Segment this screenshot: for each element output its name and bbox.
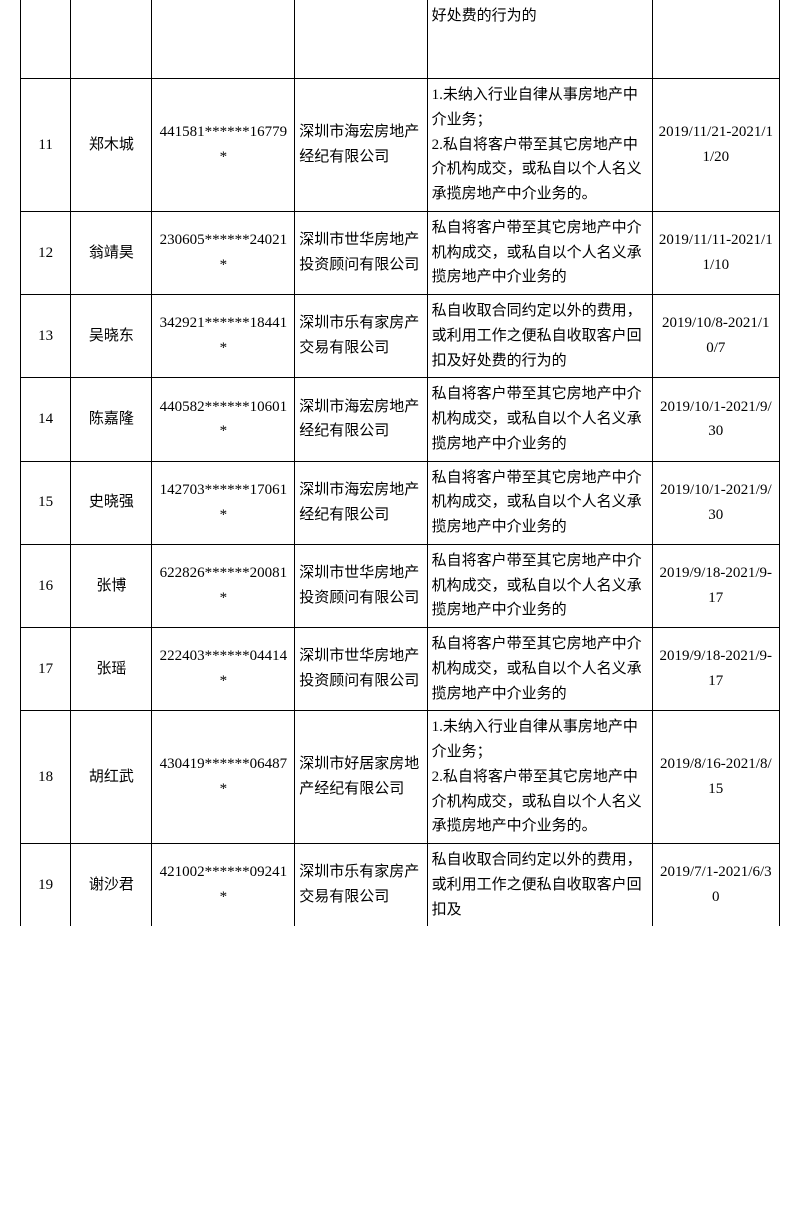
cell-date: 2019/9/18-2021/9-17: [652, 628, 779, 711]
cell-id: 441581******16779*: [152, 79, 295, 212]
table-row: 11郑木城441581******16779*深圳市海宏房地产经纪有限公司1.未…: [21, 79, 780, 212]
cell-violation: 私自将客户带至其它房地产中介机构成交，或私自以个人名义承揽房地产中介业务的: [427, 461, 652, 544]
cell-company: 深圳市海宏房地产经纪有限公司: [295, 461, 427, 544]
cell-company: 深圳市海宏房地产经纪有限公司: [295, 378, 427, 461]
table-row-fragment-top: 好处费的行为的: [21, 0, 780, 79]
cell-company: 深圳市乐有家房产交易有限公司: [295, 844, 427, 927]
cell-name: 吴晓东: [71, 295, 152, 378]
cell-date: 2019/10/1-2021/9/30: [652, 378, 779, 461]
cell-idx: 15: [21, 461, 71, 544]
cell-name: 陈嘉隆: [71, 378, 152, 461]
cell-date: 2019/11/11-2021/11/10: [652, 211, 779, 294]
cell-id: [152, 0, 295, 79]
cell-violation: 1.未纳入行业自律从事房地产中介业务；2.私自将客户带至其它房地产中介机构成交，…: [427, 711, 652, 844]
cell-id: 142703******17061*: [152, 461, 295, 544]
table-row: 13吴晓东342921******18441*深圳市乐有家房产交易有限公司私自收…: [21, 295, 780, 378]
cell-id: 430419******06487*: [152, 711, 295, 844]
table-row: 16张博622826******20081*深圳市世华房地产投资顾问有限公司私自…: [21, 544, 780, 627]
cell-company: 深圳市世华房地产投资顾问有限公司: [295, 211, 427, 294]
cell-date: 2019/9/18-2021/9-17: [652, 544, 779, 627]
table-row-fragment-bottom: 19谢沙君421002******09241*深圳市乐有家房产交易有限公司私自收…: [21, 844, 780, 927]
cell-violation: 私自将客户带至其它房地产中介机构成交，或私自以个人名义承揽房地产中介业务的: [427, 211, 652, 294]
table-body: 好处费的行为的 11郑木城441581******16779*深圳市海宏房地产经…: [21, 0, 780, 926]
table-row: 15史晓强142703******17061*深圳市海宏房地产经纪有限公司私自将…: [21, 461, 780, 544]
cell-name: 谢沙君: [71, 844, 152, 927]
cell-company: 深圳市乐有家房产交易有限公司: [295, 295, 427, 378]
table-row: 12翁靖昊230605******24021*深圳市世华房地产投资顾问有限公司私…: [21, 211, 780, 294]
page-container: 好处费的行为的 11郑木城441581******16779*深圳市海宏房地产经…: [0, 0, 800, 936]
cell-date: 2019/11/21-2021/11/20: [652, 79, 779, 212]
cell-id: 421002******09241*: [152, 844, 295, 927]
cell-violation: 私自收取合同约定以外的费用，或利用工作之便私自收取客户回扣及: [427, 844, 652, 927]
cell-idx: 18: [21, 711, 71, 844]
cell-violation: 私自将客户带至其它房地产中介机构成交，或私自以个人名义承揽房地产中介业务的: [427, 628, 652, 711]
cell-company: [295, 0, 427, 79]
cell-name: 张瑶: [71, 628, 152, 711]
cell-company: 深圳市好居家房地产经纪有限公司: [295, 711, 427, 844]
cell-violation: 1.未纳入行业自律从事房地产中介业务；2.私自将客户带至其它房地产中介机构成交，…: [427, 79, 652, 212]
cell-name: [71, 0, 152, 79]
cell-idx: 16: [21, 544, 71, 627]
cell-violation: 私自收取合同约定以外的费用，或利用工作之便私自收取客户回扣及好处费的行为的: [427, 295, 652, 378]
table-row: 14陈嘉隆440582******10601*深圳市海宏房地产经纪有限公司私自将…: [21, 378, 780, 461]
table-row: 18胡红武430419******06487*深圳市好居家房地产经纪有限公司1.…: [21, 711, 780, 844]
cell-date: [652, 0, 779, 79]
cell-name: 郑木城: [71, 79, 152, 212]
cell-company: 深圳市海宏房地产经纪有限公司: [295, 79, 427, 212]
cell-name: 史晓强: [71, 461, 152, 544]
cell-idx: 13: [21, 295, 71, 378]
cell-id: 342921******18441*: [152, 295, 295, 378]
cell-date: 2019/10/1-2021/9/30: [652, 461, 779, 544]
cell-idx: 17: [21, 628, 71, 711]
cell-idx: 14: [21, 378, 71, 461]
cell-id: 440582******10601*: [152, 378, 295, 461]
cell-violation: 私自将客户带至其它房地产中介机构成交，或私自以个人名义承揽房地产中介业务的: [427, 544, 652, 627]
cell-name: 翁靖昊: [71, 211, 152, 294]
table-row: 17张瑶222403******04414*深圳市世华房地产投资顾问有限公司私自…: [21, 628, 780, 711]
cell-id: 222403******04414*: [152, 628, 295, 711]
cell-idx: 12: [21, 211, 71, 294]
cell-violation: 私自将客户带至其它房地产中介机构成交，或私自以个人名义承揽房地产中介业务的: [427, 378, 652, 461]
cell-date: 2019/10/8-2021/10/7: [652, 295, 779, 378]
cell-idx: [21, 0, 71, 79]
cell-company: 深圳市世华房地产投资顾问有限公司: [295, 628, 427, 711]
cell-id: 622826******20081*: [152, 544, 295, 627]
cell-name: 张博: [71, 544, 152, 627]
violation-table: 好处费的行为的 11郑木城441581******16779*深圳市海宏房地产经…: [20, 0, 780, 926]
cell-name: 胡红武: [71, 711, 152, 844]
cell-date: 2019/7/1-2021/6/30: [652, 844, 779, 927]
cell-company: 深圳市世华房地产投资顾问有限公司: [295, 544, 427, 627]
cell-violation: 好处费的行为的: [427, 0, 652, 79]
cell-idx: 19: [21, 844, 71, 927]
cell-idx: 11: [21, 79, 71, 212]
cell-date: 2019/8/16-2021/8/15: [652, 711, 779, 844]
cell-id: 230605******24021*: [152, 211, 295, 294]
